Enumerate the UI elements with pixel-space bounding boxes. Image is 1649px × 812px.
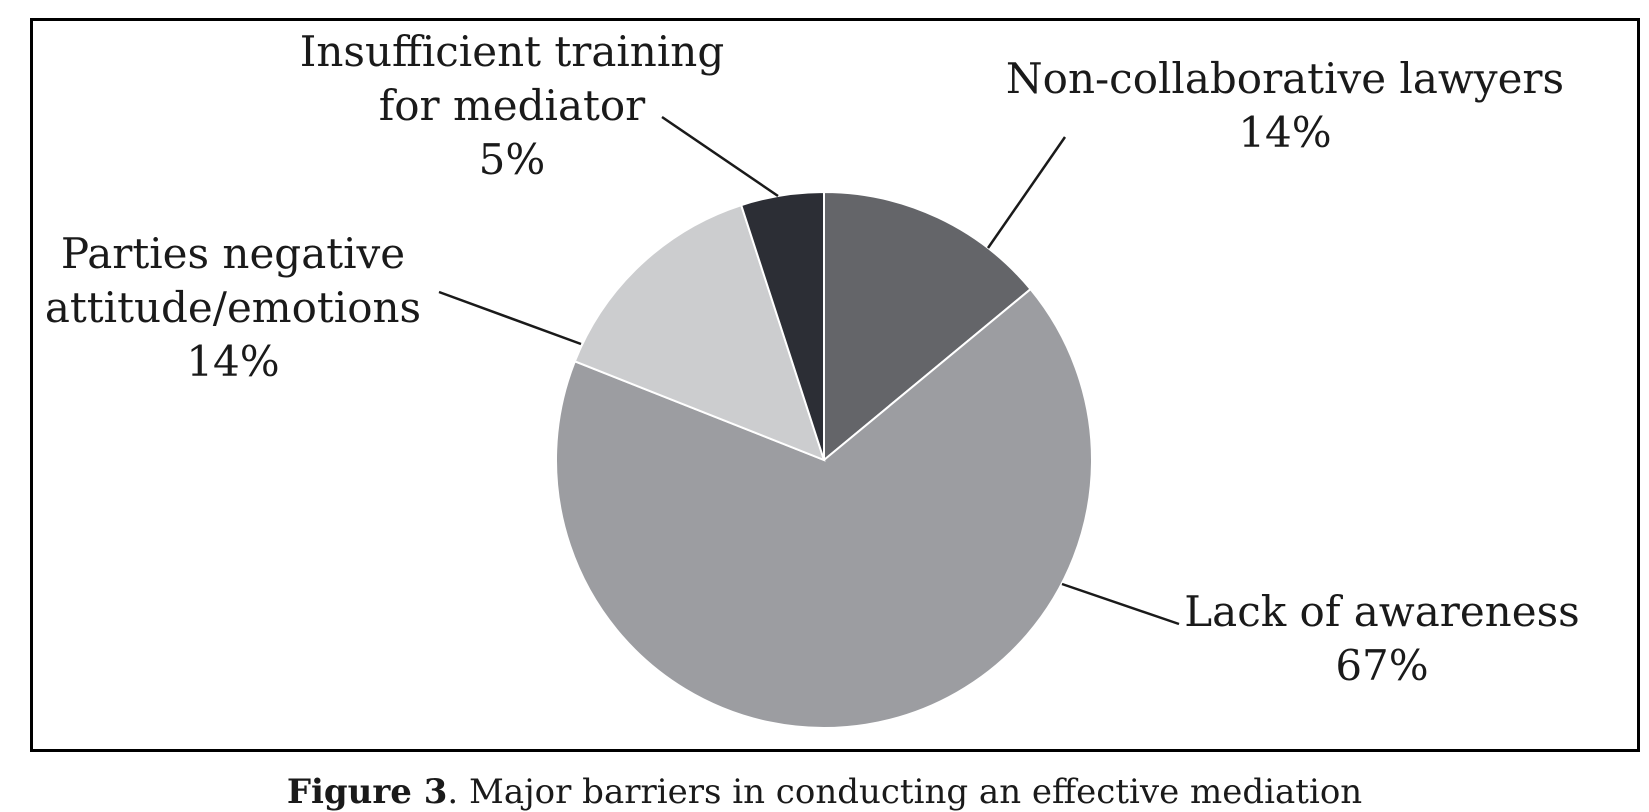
figure-caption: Figure 3. Major barriers in conducting a… <box>0 772 1649 812</box>
leader-lines <box>438 115 1180 626</box>
slice-name-line-0-0: Non-collaborative lawyers <box>1006 54 1564 103</box>
slice-labels: Non-collaborative lawyers 14% Lack of awar… <box>45 27 1580 690</box>
slice-value-label-0: 14% <box>1238 108 1331 157</box>
figure-number: Figure 3 <box>286 772 448 812</box>
slice-name-line-3-0: Insufficient training <box>300 27 724 76</box>
pie-slice-0 <box>823 190 1032 463</box>
leader-line-2 <box>438 290 582 346</box>
slice-name-line-1-0: Lack of awareness <box>1184 587 1579 636</box>
slice-label-3: Insufficient training for mediator 5% <box>300 27 724 184</box>
slice-name-line-3-1: for mediator <box>379 81 646 130</box>
leader-line-1 <box>1061 582 1180 626</box>
slice-name-line-2-1: attitude/emotions <box>45 283 421 332</box>
pie-slice-3 <box>739 190 825 461</box>
slice-label-1: Lack of awareness 67% <box>1184 587 1579 690</box>
slice-label-2: Parties negative attitude/emotions 14% <box>45 229 421 386</box>
leader-line-0 <box>986 136 1067 249</box>
leader-line-3 <box>661 115 779 198</box>
slice-value-label-2: 14% <box>186 337 279 386</box>
slice-label-0: Non-collaborative lawyers 14% <box>1006 54 1564 157</box>
caption-text: . Major barriers in conducting an effect… <box>447 772 1363 812</box>
pie-slices <box>555 190 1093 729</box>
slice-value-label-3: 5% <box>479 135 546 184</box>
pie-slice-1 <box>555 287 1093 729</box>
slice-value-label-1: 67% <box>1335 641 1428 690</box>
slice-name-line-2-0: Parties negative <box>61 229 405 278</box>
